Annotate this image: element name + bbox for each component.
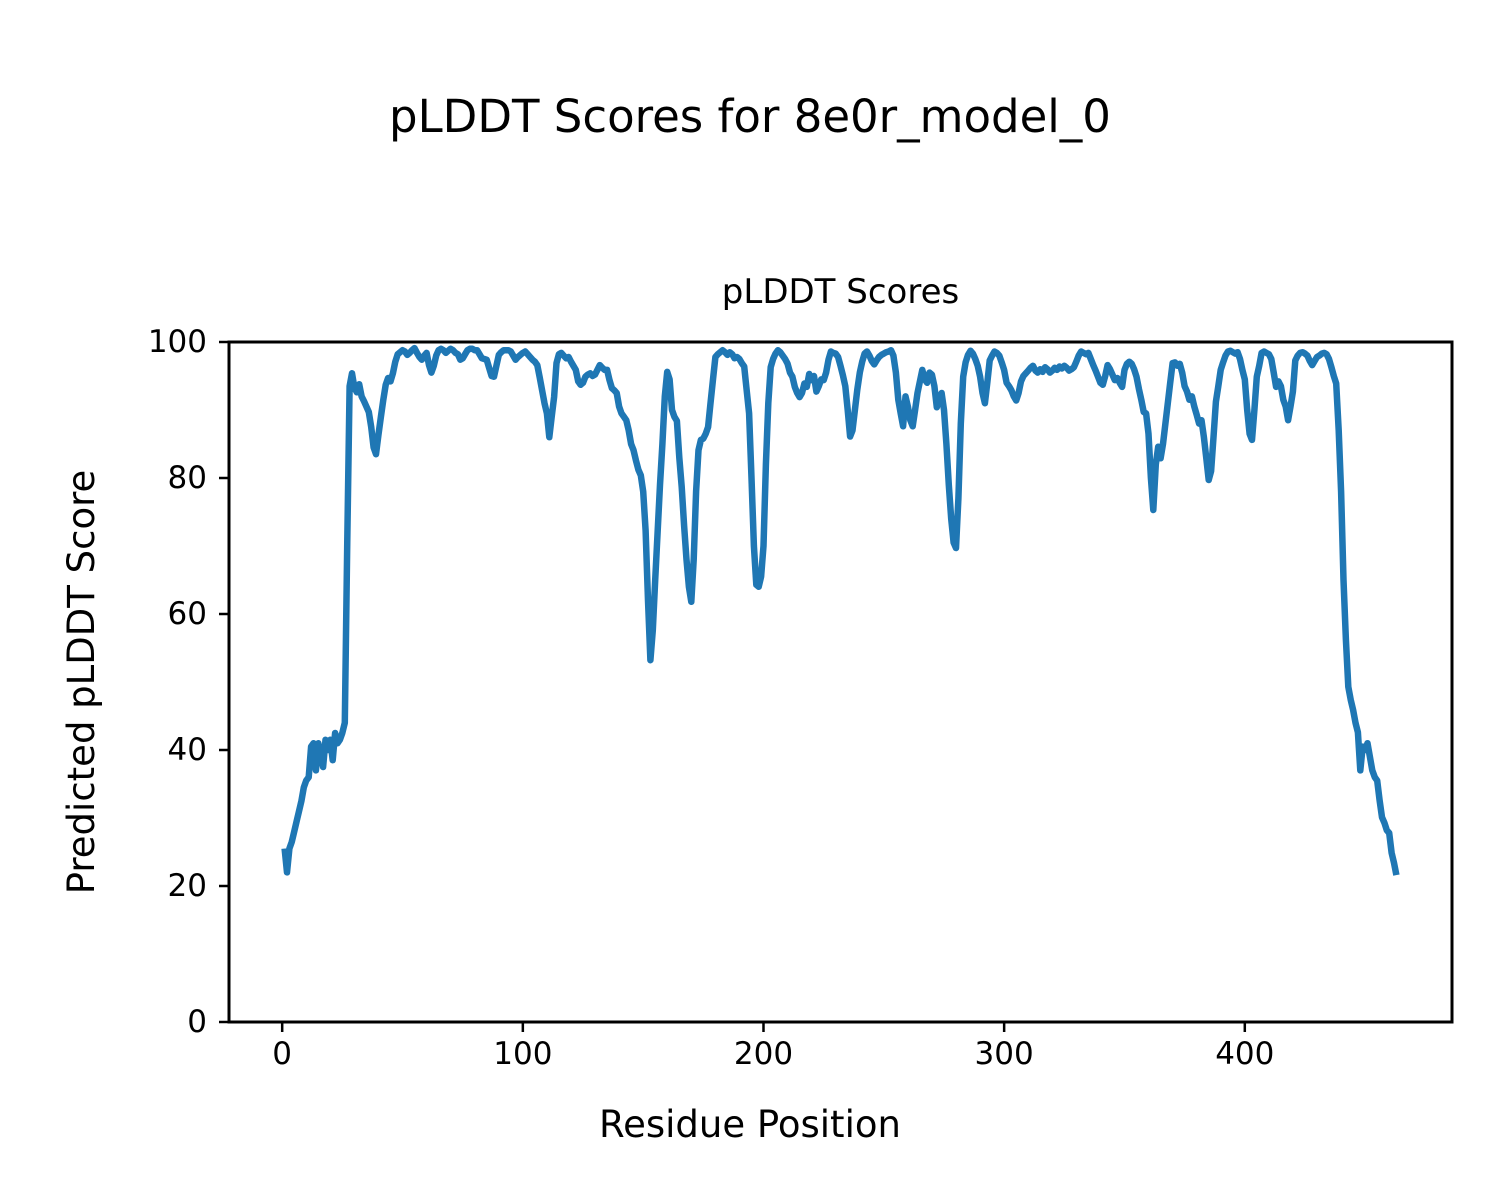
y-tick-label: 100 [147,323,207,360]
x-tick-label: 0 [272,1036,293,1072]
axes-frame [227,340,1454,1024]
x-tick-label: 100 [493,1036,553,1072]
x-tick-label: 300 [974,1036,1034,1072]
plddt-line [281,344,1400,876]
figure-title: pLDDT Scores for 8e0r_model_0 [389,90,1111,143]
y-tick-label: 20 [167,867,207,904]
x-axis-label: Residue Position [599,1103,901,1146]
x-tick-label: 200 [733,1036,794,1072]
axes-title: pLDDT Scores [721,272,960,312]
y-tick-label: 80 [167,459,207,496]
y-tick-label: 40 [167,731,207,768]
x-tick-label: 400 [1215,1036,1275,1072]
tick-marks [219,340,1247,1032]
y-tick-label: 0 [187,1003,207,1040]
y-tick-label: 60 [167,595,207,632]
